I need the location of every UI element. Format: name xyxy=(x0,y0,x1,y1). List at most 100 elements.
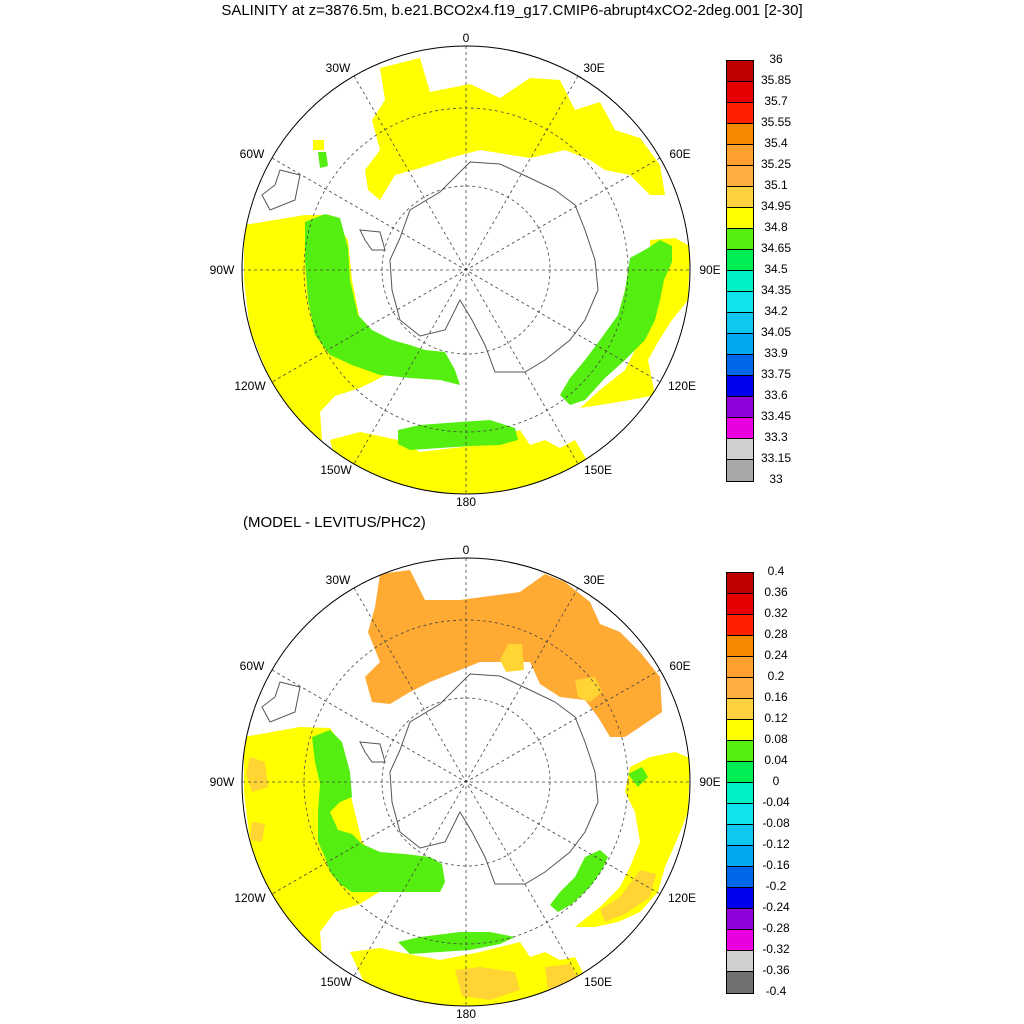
colorbar-tick-label: 0.2 xyxy=(767,669,785,683)
region-dot-yellow xyxy=(313,140,324,150)
colorbar-swatch xyxy=(727,888,753,909)
lon-label-150e: 150E xyxy=(584,975,612,989)
region-pacific-south-yellow xyxy=(330,430,588,494)
colorbar-tick-label: 34.2 xyxy=(764,304,788,318)
colorbar-tick-label: 0.24 xyxy=(764,648,788,662)
lon-label-30e: 30E xyxy=(583,61,604,75)
colorbar-tick-label: 34.65 xyxy=(760,241,792,255)
colorbar-swatch xyxy=(727,460,753,481)
region-light-orange-a xyxy=(500,644,524,672)
lon-label-150e: 150E xyxy=(584,463,612,477)
coastlines xyxy=(261,161,599,373)
colorbar-tick-label: 0.4 xyxy=(767,564,785,578)
lon-label-60e: 60E xyxy=(669,147,690,161)
colorbar-swatch xyxy=(727,930,753,951)
colorbar-swatch xyxy=(727,972,753,993)
colorbar-swatch xyxy=(727,166,753,187)
difference-polar-map: 0 30E 60E 90E 120E 150E 180 150W 120W 90… xyxy=(210,543,721,1021)
colorbar-tick-label: 0.08 xyxy=(764,732,788,746)
lon-label-90e: 90E xyxy=(699,263,720,277)
colorbar-swatch xyxy=(727,573,753,594)
region-west-green xyxy=(305,214,460,385)
colorbar-tick-label: 35.7 xyxy=(764,94,788,108)
salinity-colorbar xyxy=(726,60,754,482)
colorbar-swatch xyxy=(727,783,753,804)
colorbar-swatch xyxy=(727,615,753,636)
colorbar-swatch xyxy=(727,951,753,972)
colorbar-tick-label: 33.15 xyxy=(760,451,792,465)
colorbar-swatch xyxy=(727,397,753,418)
lon-label-120e: 120E xyxy=(668,379,696,393)
colorbar-swatch xyxy=(727,636,753,657)
colorbar-tick-label: -0.08 xyxy=(762,816,790,830)
colorbar-tick-label: 0.36 xyxy=(764,585,788,599)
colorbar-swatch xyxy=(727,376,753,397)
colorbar-tick-label: 35.25 xyxy=(760,157,792,171)
colorbar-tick-label: 0.16 xyxy=(764,690,788,704)
lon-label-150w: 150W xyxy=(320,975,352,989)
region-atlantic-yellow xyxy=(365,58,665,200)
colorbar-swatch xyxy=(727,334,753,355)
colorbar-swatch xyxy=(727,250,753,271)
colorbar-swatch xyxy=(727,187,753,208)
colorbar-tick-label: 34.8 xyxy=(764,220,788,234)
region-east-green-b xyxy=(628,767,648,787)
colorbar-tick-label: 36 xyxy=(769,52,783,66)
colorbar-swatch xyxy=(727,846,753,867)
colorbar-swatch xyxy=(727,418,753,439)
colorbar-swatch xyxy=(727,124,753,145)
colorbar-tick-label: -0.12 xyxy=(762,837,790,851)
colorbar-tick-label: 33.75 xyxy=(760,367,792,381)
salinity-polar-map: 0 30E 60E 90E 120E 150E 180 150W 120W 90… xyxy=(210,31,721,509)
colorbar-tick-label: 33 xyxy=(769,472,783,486)
difference-subtitle: (MODEL - LEVITUS/PHC2) xyxy=(243,514,426,531)
region-light-orange-e xyxy=(455,967,520,1000)
colorbar-swatch xyxy=(727,208,753,229)
lon-label-60e: 60E xyxy=(669,659,690,673)
colorbar-tick-label: 34.05 xyxy=(760,325,792,339)
colorbar-tick-label: -0.4 xyxy=(765,984,787,998)
colorbar-tick-label: 0.28 xyxy=(764,627,788,641)
colorbar-tick-label: -0.32 xyxy=(762,942,790,956)
lon-label-0: 0 xyxy=(463,543,470,557)
colorbar-tick-label: 34.35 xyxy=(760,283,792,297)
colorbar-swatch xyxy=(727,439,753,460)
colorbar-swatch xyxy=(727,741,753,762)
colorbar-tick-label: 0.32 xyxy=(764,606,788,620)
colorbar-swatch xyxy=(727,909,753,930)
colorbar-swatch xyxy=(727,145,753,166)
lon-label-180: 180 xyxy=(456,495,476,509)
region-indian-east-yellow xyxy=(575,752,690,927)
lon-label-120w: 120W xyxy=(234,891,266,905)
region-light-orange-b xyxy=(575,677,602,702)
colorbar-swatch xyxy=(727,292,753,313)
colorbar-tick-label: -0.36 xyxy=(762,963,790,977)
region-west-green xyxy=(312,730,445,892)
colorbar-swatch xyxy=(727,804,753,825)
colorbar-tick-label: 35.55 xyxy=(760,115,792,129)
colorbar-tick-label: -0.16 xyxy=(762,858,790,872)
region-light-orange-c xyxy=(246,757,268,792)
lon-label-30w: 30W xyxy=(326,61,351,75)
lon-label-90w: 90W xyxy=(210,775,235,789)
colorbar-tick-label: -0.28 xyxy=(762,921,790,935)
lon-label-90w: 90W xyxy=(210,263,235,277)
colorbar-tick-label: 33.45 xyxy=(760,409,792,423)
lon-label-150w: 150W xyxy=(320,463,352,477)
region-light-orange-g xyxy=(600,870,656,922)
colorbar-swatch xyxy=(727,720,753,741)
colorbar-tick-label: -0.24 xyxy=(762,900,790,914)
colorbar-tick-label: 35.4 xyxy=(764,136,788,150)
lon-label-90e: 90E xyxy=(699,775,720,789)
region-east-green xyxy=(560,240,672,405)
colorbar-swatch xyxy=(727,762,753,783)
colorbar-tick-label: -0.04 xyxy=(762,795,790,809)
region-small-green xyxy=(318,152,328,168)
lon-label-30w: 30W xyxy=(326,573,351,587)
colorbar-tick-label: 33.9 xyxy=(764,346,788,360)
plot-title: SALINITY at z=3876.5m, b.e21.BCO2x4.f19_… xyxy=(221,2,803,19)
colorbar-swatch xyxy=(727,271,753,292)
colorbar-swatch xyxy=(727,82,753,103)
graticule xyxy=(242,558,690,1006)
colorbar-swatch xyxy=(727,825,753,846)
